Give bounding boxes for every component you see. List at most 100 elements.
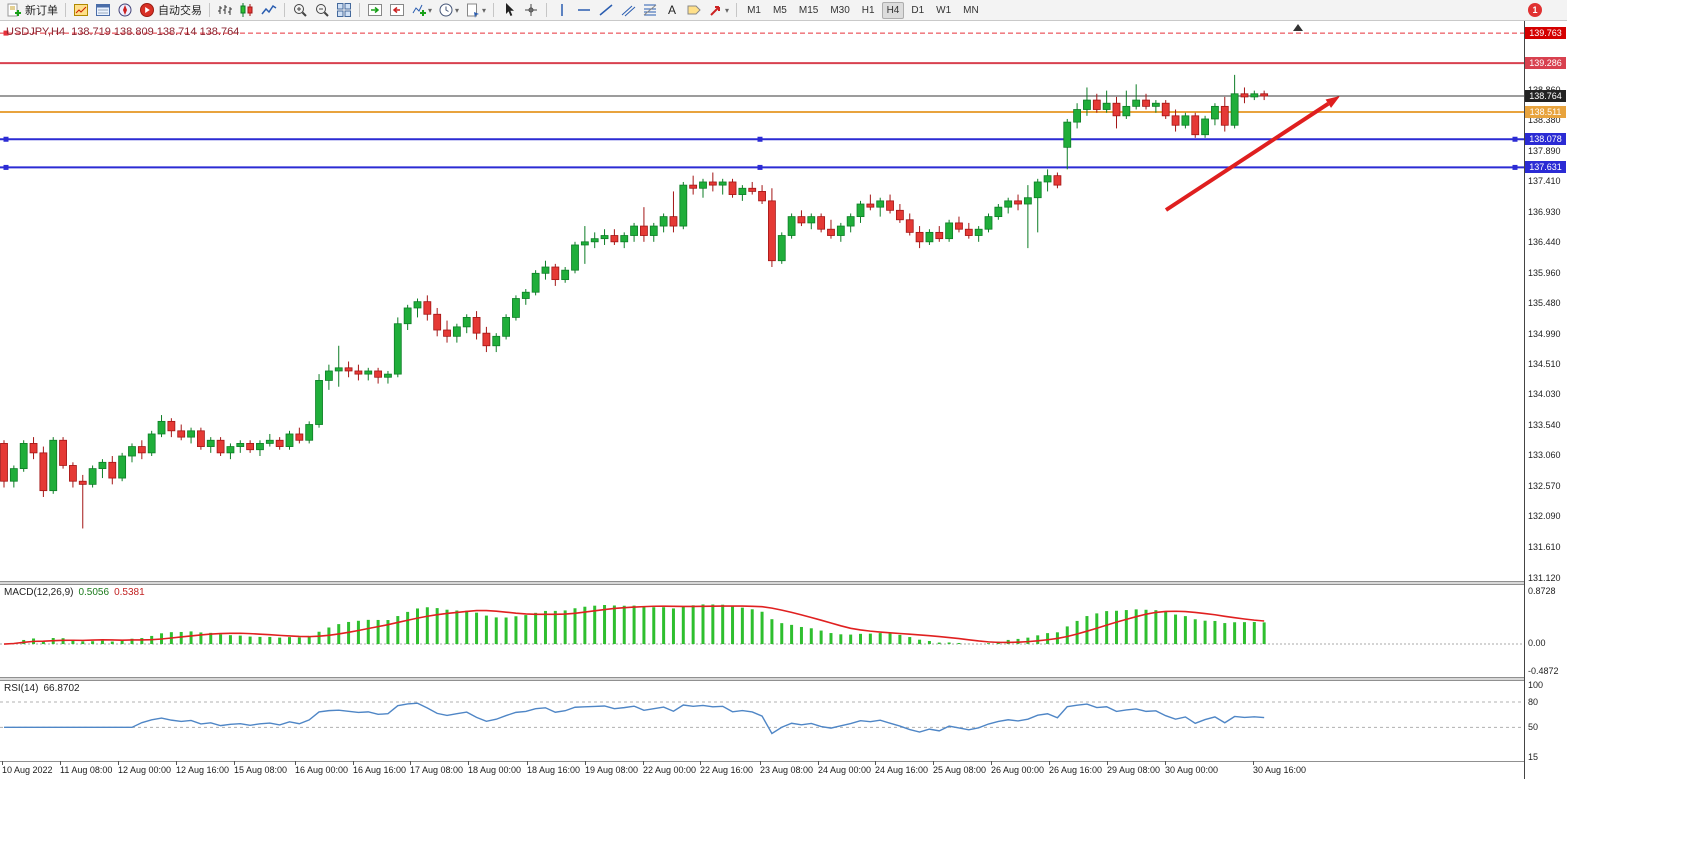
price-tag: 138.511	[1525, 105, 1566, 118]
zoom-out-button[interactable]	[312, 1, 332, 19]
zoom-in-button[interactable]	[290, 1, 310, 19]
candle	[1122, 90, 1131, 119]
timeframe-button-m30[interactable]: M30	[830, 4, 850, 16]
trendline-button[interactable]	[596, 1, 616, 19]
price-axis[interactable]: 138.860 138.380 137.890 137.410 136.930 136.4…	[1525, 21, 1567, 779]
time-tick	[60, 761, 61, 765]
line-handle[interactable]	[3, 30, 9, 36]
candle	[443, 320, 451, 343]
candle	[1033, 178, 1042, 233]
line-handle[interactable]	[757, 164, 763, 170]
macd-panel[interactable]: MACD(12,26,9) 0.5056 0.5381	[0, 585, 1524, 677]
autotrading-button[interactable]: 自动交易	[137, 1, 204, 19]
candle	[1220, 96, 1229, 132]
candle	[817, 213, 826, 233]
tile-windows-button[interactable]	[334, 1, 354, 19]
channel-button[interactable]	[618, 1, 638, 19]
candle	[807, 213, 816, 230]
candle	[679, 181, 688, 230]
candle	[1240, 87, 1249, 104]
rsi-axis-label: 50	[1528, 722, 1539, 732]
time-label: 24 Aug 16:00	[875, 765, 929, 775]
cursor-button[interactable]	[499, 1, 519, 19]
fibonacci-button[interactable]	[640, 1, 660, 19]
candle	[561, 267, 570, 283]
auto-scroll-button[interactable]	[365, 1, 385, 19]
market-watch-button[interactable]	[71, 1, 91, 19]
data-window-button[interactable]	[93, 1, 113, 19]
trend-arrow[interactable]	[1164, 96, 1340, 212]
price-tick: 133.060	[1528, 450, 1561, 461]
price-tick: 137.410	[1528, 176, 1561, 187]
crosshair-button[interactable]	[521, 1, 541, 19]
candle	[1043, 169, 1052, 192]
crosshair-icon	[523, 2, 539, 18]
new-order-button[interactable]: 新订单	[4, 1, 60, 19]
rsi-panel[interactable]: RSI(14) 66.8702	[0, 681, 1524, 761]
shapes-button[interactable]: ▾	[706, 1, 731, 19]
time-tick	[818, 761, 819, 765]
time-label: 12 Aug 00:00	[118, 765, 172, 775]
candle	[748, 181, 757, 195]
periods-button[interactable]: ▾	[436, 1, 461, 19]
price-tick: 138.860	[1528, 85, 1561, 95]
candle	[344, 361, 353, 378]
chart-shift-button[interactable]	[387, 1, 407, 19]
market-watch-icon	[73, 2, 89, 18]
text-button[interactable]: A	[662, 1, 682, 19]
navigator-button[interactable]	[115, 1, 135, 19]
tile-windows-icon	[336, 2, 352, 18]
candle	[551, 263, 560, 286]
candle	[275, 437, 284, 450]
price-chart[interactable]: USDJPY,H4 138.719 138.809 138.714 138.764	[0, 21, 1524, 581]
templates-icon	[465, 2, 481, 18]
candle	[78, 474, 87, 529]
candle	[374, 367, 383, 384]
line-chart-button[interactable]	[259, 1, 279, 19]
timeframe-button-d1[interactable]: D1	[911, 4, 925, 16]
candle	[827, 219, 835, 239]
candle	[295, 427, 304, 444]
macd-main-value: 0.5056	[78, 587, 110, 598]
timeframe-button-m15[interactable]: M15	[798, 4, 819, 16]
notification-badge[interactable]: 1	[1528, 3, 1542, 17]
vertical-line-button[interactable]	[552, 1, 572, 19]
line-handle[interactable]	[757, 136, 763, 142]
time-label: 30 Aug 00:00	[1165, 765, 1219, 775]
indicators-icon	[411, 2, 427, 18]
timeframe-button-h1[interactable]: H1	[861, 4, 875, 16]
candle	[728, 178, 737, 198]
trendline-icon	[598, 2, 614, 18]
price-axis-border	[1524, 21, 1525, 779]
panel-splitter[interactable]	[0, 581, 1567, 585]
line-handle[interactable]	[3, 164, 9, 170]
rsi-chart	[0, 701, 1524, 735]
timeframe-button-m5[interactable]: M5	[772, 4, 787, 16]
timeframe-button-w1[interactable]: W1	[936, 4, 952, 16]
timeframe-button-h4[interactable]: H4	[881, 1, 905, 19]
line-handle[interactable]	[1512, 164, 1518, 170]
candle	[177, 424, 186, 441]
periods-icon	[438, 2, 454, 18]
candle	[157, 415, 166, 438]
line-handle[interactable]	[3, 136, 9, 142]
candle	[718, 178, 727, 195]
indicators-button[interactable]: ▾	[409, 1, 434, 19]
horizontal-line-button[interactable]	[574, 1, 594, 19]
navigator-icon	[117, 2, 133, 18]
bar-chart-button[interactable]	[215, 1, 235, 19]
rsi-line	[4, 702, 1265, 735]
candlestick-chart-button[interactable]	[237, 1, 257, 19]
candle	[246, 440, 255, 453]
timeframe-button-mn[interactable]: MN	[963, 4, 979, 16]
price-tick: 134.990	[1528, 328, 1561, 339]
candle	[98, 459, 107, 479]
panel-splitter[interactable]	[0, 677, 1567, 681]
time-label: 24 Aug 00:00	[818, 765, 872, 775]
templates-button[interactable]: ▾	[463, 1, 488, 19]
timeframe-button-m1[interactable]: M1	[747, 4, 761, 16]
price-tag: 139.286	[1525, 57, 1566, 70]
line-handle[interactable]	[1512, 136, 1518, 142]
time-axis[interactable]: 10 Aug 2022 11 Aug 08:00 12 Aug 00:00 12 Au…	[0, 761, 1524, 779]
text-label-button[interactable]	[684, 1, 704, 19]
